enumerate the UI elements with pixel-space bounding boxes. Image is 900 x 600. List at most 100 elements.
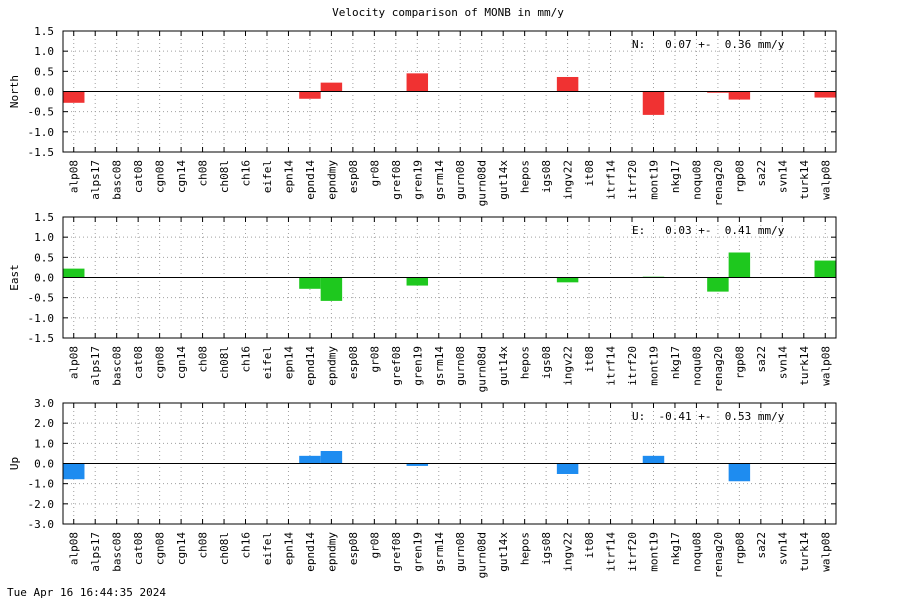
x-tick-label: epnd14 [304, 346, 317, 386]
x-tick-label: basc08 [111, 532, 124, 572]
x-tick-label: itrf14 [605, 346, 618, 386]
x-tick-label: renag20 [712, 346, 725, 392]
x-tick-label: esp08 [347, 160, 360, 193]
y-tick-label: 0.5 [34, 65, 54, 78]
x-tick-label: walp08 [819, 346, 832, 386]
x-tick-label: epndmy [325, 532, 338, 572]
x-tick-label: gurn08 [454, 532, 467, 572]
x-tick-label: basc08 [111, 160, 124, 200]
panel-east: 1.5 1.0 0.5 0.0 -0.5 -1.0 -1.5 alp08 alps17 basc0… [8, 211, 837, 392]
x-tick-label: itrf14 [605, 532, 618, 572]
x-tick-label: it08 [583, 532, 596, 559]
bar-rgp08 [728, 463, 751, 482]
x-tick-label: epnd14 [304, 160, 317, 200]
plot-frame [62, 216, 837, 339]
x-tick-label: alp08 [68, 532, 81, 565]
x-tick-label: mont19 [647, 346, 660, 386]
x-tick-label: cat08 [132, 532, 145, 565]
x-tick-label: itrf20 [626, 160, 639, 200]
x-tick-label: gurn08 [454, 160, 467, 200]
x-tick-label: cgn08 [154, 532, 167, 565]
bar-epndmy [320, 82, 343, 92]
y-tick-label: -0.5 [28, 292, 55, 305]
bar-ingv22 [556, 277, 579, 283]
y-tick-label: -1.0 [28, 478, 55, 491]
bar-mont19 [642, 91, 665, 115]
x-tick-label: turk14 [798, 532, 811, 572]
x-tick-label: epndmy [325, 346, 338, 386]
bar-renag20 [707, 91, 729, 93]
x-tick-label: gsrm14 [433, 532, 446, 572]
stat-annotation: E: 0.03 +- 0.41 mm/y [632, 224, 785, 237]
x-tick-label: alp08 [68, 160, 81, 193]
x-tick-label: nkg17 [669, 346, 682, 379]
x-tick-label: gut14x [497, 160, 510, 200]
x-tick-label: ch08l [218, 346, 231, 379]
x-tick-label: alps17 [89, 346, 102, 386]
x-tick-label: turk14 [798, 160, 811, 200]
y-tick-label: -1.5 [28, 332, 55, 345]
x-tick-label: hepos [519, 532, 532, 565]
x-tick-label: epn14 [282, 532, 295, 565]
y-tick-label: 1.0 [34, 45, 54, 58]
stat-annotation: N: 0.07 +- 0.36 mm/y [632, 38, 785, 51]
y-axis-label: East [8, 264, 21, 291]
x-tick-label: svn14 [776, 160, 789, 193]
x-tick-label: svn14 [776, 346, 789, 379]
y-tick-label: 0.0 [34, 86, 54, 99]
x-tick-label: eifel [261, 532, 274, 565]
x-tick-label: igs08 [540, 532, 553, 565]
x-tick-label: cat08 [132, 346, 145, 379]
bar-ingv22 [556, 76, 579, 92]
x-tick-label: sa22 [755, 346, 768, 373]
x-tick-label: gut14x [497, 532, 510, 572]
x-tick-label: gr08 [368, 160, 381, 187]
y-tick-label: 1.0 [34, 231, 54, 244]
x-tick-label: svn14 [776, 532, 789, 565]
y-tick-label: 1.5 [34, 211, 54, 224]
x-tick-label: alp08 [68, 346, 81, 379]
x-tick-label: nkg17 [669, 532, 682, 565]
x-tick-label: ch16 [240, 346, 253, 373]
x-tick-label: gut14x [497, 346, 510, 386]
x-tick-label: hepos [519, 160, 532, 193]
x-tick-label: ch16 [240, 160, 253, 187]
x-tick-label: ingv22 [562, 160, 575, 200]
bar-rgp08 [728, 252, 751, 278]
x-tick-label: ch08 [197, 532, 210, 559]
x-tick-label: mont19 [647, 160, 660, 200]
y-tick-label: -1.0 [28, 312, 55, 325]
x-tick-label: gurn08 [454, 346, 467, 386]
x-tick-label: walp08 [819, 532, 832, 572]
x-tick-label: gren19 [411, 346, 424, 386]
bar-alp08 [63, 91, 85, 103]
x-tick-label: gref08 [390, 532, 403, 572]
y-axis-label: Up [8, 457, 21, 470]
x-tick-label: nkg17 [669, 160, 682, 193]
x-tick-label: epn14 [282, 346, 295, 379]
x-tick-label: ch08 [197, 346, 210, 373]
x-tick-label: eifel [261, 160, 274, 193]
x-tick-label: ch08l [218, 532, 231, 565]
x-tick-label: hepos [519, 346, 532, 379]
x-tick-label: cgn14 [175, 160, 188, 193]
plot-frame [62, 402, 837, 525]
x-tick-label: itrf20 [626, 532, 639, 572]
bar-epndmy [320, 450, 343, 464]
x-tick-label: gr08 [368, 532, 381, 559]
x-tick-label: esp08 [347, 532, 360, 565]
y-tick-label: -2.0 [28, 498, 55, 511]
x-tick-label: gsrm14 [433, 160, 446, 200]
y-tick-label: -3.0 [28, 518, 55, 531]
panel-up: 3.0 2.0 1.0 0.0 -1.0 -2.0 -3.0 alp08 alps17 basc0… [8, 397, 837, 578]
x-tick-label: sa22 [755, 160, 768, 187]
x-tick-label: cgn14 [175, 532, 188, 565]
x-tick-label: basc08 [111, 346, 124, 386]
x-tick-label: gr08 [368, 346, 381, 373]
x-tick-label: sa22 [755, 532, 768, 559]
x-tick-label: igs08 [540, 160, 553, 193]
x-tick-label: gren19 [411, 532, 424, 572]
bar-gren19 [406, 463, 429, 466]
x-tick-label: gref08 [390, 160, 403, 200]
x-tick-label: ingv22 [562, 346, 575, 386]
